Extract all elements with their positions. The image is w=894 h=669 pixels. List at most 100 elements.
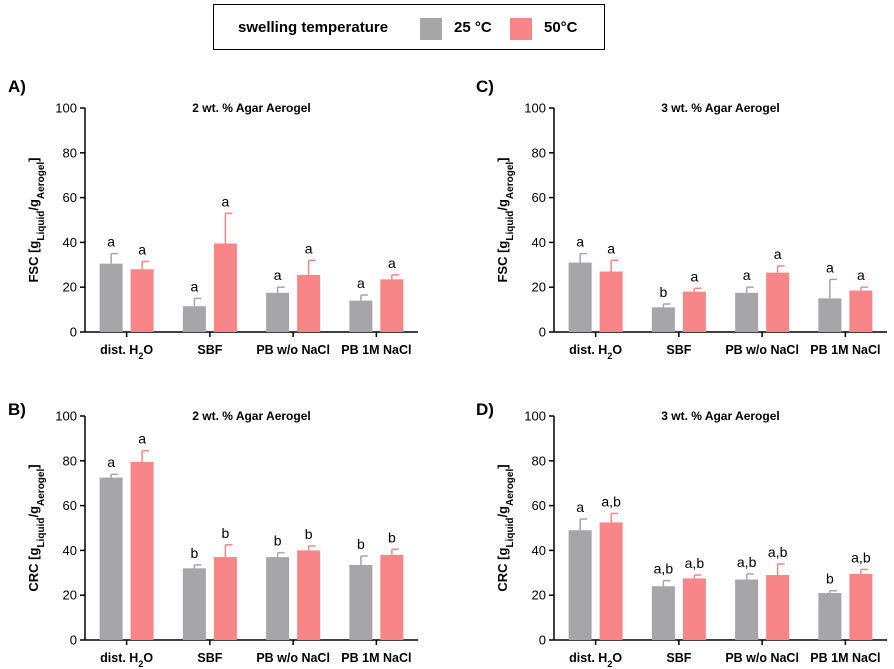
significance-letter: a	[743, 267, 751, 283]
significance-letter: b	[826, 571, 834, 587]
panel-letter: C)	[476, 77, 494, 96]
significance-letter: a,b	[601, 493, 621, 509]
bar	[735, 579, 759, 640]
y-tick-label: 20	[532, 280, 546, 295]
significance-letter: a	[274, 267, 282, 283]
bar	[599, 522, 623, 640]
significance-letter: b	[388, 529, 396, 545]
bar	[682, 291, 706, 332]
significance-letter: a	[221, 193, 229, 209]
significance-letter: b	[274, 533, 282, 549]
significance-letter: a	[576, 499, 584, 515]
significance-letter: a	[607, 240, 615, 256]
chart-panel-3: B) 2 wt. % Agar Aerogel CRC [gLiquid/gAero…	[8, 400, 418, 669]
significance-letter: a	[305, 240, 313, 256]
x-tick-label: dist. H2O	[569, 343, 622, 361]
bar	[599, 271, 623, 332]
legend: swelling temperature 25 °C 50°C	[213, 4, 605, 50]
y-axis-label: FSC [gLiquid/gAerogel]	[495, 157, 516, 282]
significance-letter: a,b	[654, 561, 674, 577]
bar	[213, 557, 237, 640]
y-tick-label: 60	[63, 498, 77, 513]
significance-letter: a	[138, 241, 146, 257]
bar	[349, 564, 373, 640]
significance-letter: b	[190, 545, 198, 561]
y-tick-label: 20	[532, 588, 546, 603]
significance-letter: a	[857, 267, 865, 283]
bar	[130, 461, 154, 640]
significance-letter: b	[357, 536, 365, 552]
y-axis-label: FSC [gLiquid/gAerogel]	[26, 157, 47, 282]
x-tick-label: PB w/o NaCl	[256, 651, 330, 665]
significance-letter: b	[659, 284, 667, 300]
bar	[182, 568, 206, 640]
x-tick-label: PB w/o NaCl	[725, 343, 799, 357]
chart-panel-1: A) 2 wt. % Agar Aerogel FSC [gLiquid/gAero…	[8, 77, 418, 361]
bar	[766, 575, 790, 640]
bar	[735, 292, 759, 332]
significance-letter: a,b	[737, 554, 757, 570]
x-tick-label: PB w/o NaCl	[256, 343, 330, 357]
significance-letter: a	[190, 278, 198, 294]
bar	[682, 578, 706, 640]
y-tick-label: 20	[63, 588, 77, 603]
significance-letter: a	[388, 255, 396, 271]
significance-letter: a	[690, 268, 698, 284]
bar	[568, 262, 592, 332]
x-tick-label: PB w/o NaCl	[725, 651, 799, 665]
panel-letter: D)	[476, 400, 494, 419]
bar	[297, 550, 321, 640]
bar	[818, 592, 842, 640]
chart-panel-4: D) 3 wt. % Agar Aerogel CRC [gLiquid/gAero…	[476, 400, 887, 669]
bar	[297, 274, 321, 332]
y-tick-label: 100	[524, 101, 546, 116]
y-tick-label: 80	[532, 453, 546, 468]
significance-letter: a	[107, 234, 115, 250]
y-tick-label: 0	[539, 633, 546, 648]
bar	[182, 306, 206, 332]
y-tick-label: 0	[70, 633, 77, 648]
y-tick-label: 100	[524, 409, 546, 424]
significance-letter: a	[576, 234, 584, 250]
chart-panel-2: C) 3 wt. % Agar Aerogel FSC [gLiquid/gAero…	[476, 77, 887, 361]
y-tick-label: 60	[532, 498, 546, 513]
significance-letter: a	[357, 275, 365, 291]
y-tick-label: 0	[70, 325, 77, 340]
legend-label-50: 50°C	[544, 19, 578, 36]
legend-label-25: 25 °C	[454, 19, 492, 36]
legend-swatch-25	[420, 18, 442, 40]
bar	[266, 557, 290, 640]
significance-letter: b	[221, 525, 229, 541]
x-tick-label: dist. H2O	[100, 651, 153, 669]
chart-title: 2 wt. % Agar Aerogel	[192, 101, 310, 115]
bar	[349, 300, 373, 332]
bar	[130, 269, 154, 332]
significance-letter: b	[305, 526, 313, 542]
y-tick-label: 40	[63, 543, 77, 558]
significance-letter: a	[138, 431, 146, 447]
y-tick-label: 20	[63, 280, 77, 295]
significance-letter: a	[826, 259, 834, 275]
y-tick-label: 80	[63, 453, 77, 468]
bar	[380, 279, 404, 332]
y-axis-label: CRC [gLiquid/gAerogel]	[26, 464, 47, 591]
y-tick-label: 100	[55, 101, 77, 116]
y-tick-label: 60	[63, 190, 77, 205]
y-tick-label: 100	[55, 409, 77, 424]
x-tick-label: PB 1M NaCl	[810, 651, 880, 665]
y-tick-label: 80	[63, 145, 77, 160]
bar	[380, 554, 404, 640]
x-tick-label: dist. H2O	[569, 651, 622, 669]
x-tick-label: PB 1M NaCl	[341, 343, 411, 357]
x-tick-label: SBF	[666, 651, 691, 665]
x-tick-label: SBF	[666, 343, 691, 357]
legend-title: swelling temperature	[238, 19, 389, 36]
bar	[99, 477, 123, 640]
significance-letter: a,b	[768, 544, 788, 560]
x-tick-label: PB 1M NaCl	[341, 651, 411, 665]
chart-title: 2 wt. % Agar Aerogel	[192, 409, 310, 423]
x-tick-label: PB 1M NaCl	[810, 343, 880, 357]
chart-title: 3 wt. % Agar Aerogel	[661, 409, 779, 423]
y-tick-label: 0	[539, 325, 546, 340]
